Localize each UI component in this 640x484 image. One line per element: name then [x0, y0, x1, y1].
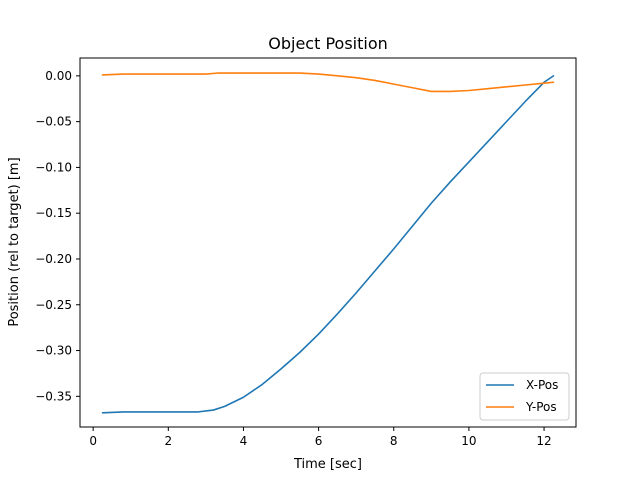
x-tick-label: 4 [240, 434, 248, 448]
x-tick-label: 6 [315, 434, 323, 448]
y-tick-label: −0.35 [35, 389, 72, 403]
y-tick-label: −0.25 [35, 298, 72, 312]
series-line-1 [101, 72, 555, 93]
y-tick-label: −0.10 [35, 160, 72, 174]
x-axis-label: Time [sec] [293, 457, 362, 472]
y-tick-label: −0.20 [35, 252, 72, 266]
y-tick-label: −0.15 [35, 206, 72, 220]
chart-title: Object Position [268, 34, 388, 53]
x-tick-label: 12 [536, 434, 551, 448]
x-tick-label: 8 [390, 434, 398, 448]
y-tick-label: −0.05 [35, 115, 72, 129]
y-tick-label: −0.30 [35, 344, 72, 358]
y-tick-label: 0.00 [45, 69, 72, 83]
axes-frame [79, 57, 577, 428]
legend: X-Pos Y-Pos [479, 372, 570, 421]
legend-label-0: X-Pos [526, 378, 558, 392]
x-tick-label: 10 [461, 434, 476, 448]
y-axis-label: Position (rel to target) [m] [7, 157, 22, 326]
legend-label-1: Y-Pos [525, 400, 557, 414]
series-line-0 [101, 75, 555, 414]
x-tick-label: 0 [89, 434, 97, 448]
x-axis-ticks: 0 2 4 6 8 10 12 [89, 427, 552, 448]
y-axis-ticks: 0.00 −0.05 −0.10 −0.15 −0.20 −0.25 −0.30 −0.35 [35, 69, 80, 403]
plot-lines [101, 72, 555, 414]
x-tick-label: 2 [164, 434, 172, 448]
